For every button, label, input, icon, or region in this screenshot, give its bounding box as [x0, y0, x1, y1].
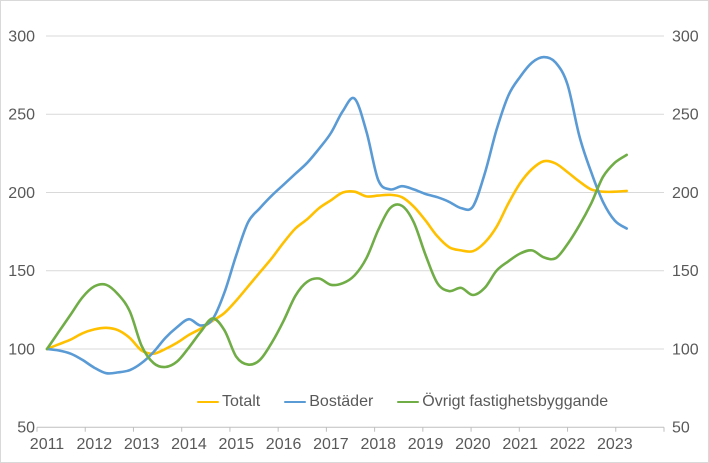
y-axis-label-left: 300	[8, 29, 35, 46]
y-axis-label-right: 250	[672, 107, 699, 124]
legend-item-bostader: Bostäder	[284, 393, 373, 411]
x-axis-label: 2023	[597, 436, 633, 453]
x-axis-label: 2016	[266, 436, 302, 453]
legend-label-totalt: Totalt	[222, 393, 261, 410]
x-axis-label: 2013	[124, 436, 160, 453]
x-axis-label: 2014	[171, 436, 207, 453]
y-axis-label-right: 200	[672, 185, 699, 202]
legend-label-ovrigt: Övrigt fastighetsbyggande	[422, 393, 609, 410]
legend: Totalt Bostäder Övrigt fastighetsbyggand…	[197, 393, 608, 411]
x-axis-label: 2011	[30, 436, 65, 453]
legend-marker-bostader-icon	[284, 400, 307, 404]
x-axis-label: 2022	[550, 436, 586, 453]
legend-label-bostader: Bostäder	[309, 393, 374, 410]
series-line-bostader	[45, 55, 628, 375]
series-line-ovrigt-fastighetsbyggande	[45, 153, 628, 369]
x-axis-label: 2015	[218, 436, 254, 453]
series-line-totalt	[45, 159, 628, 356]
y-axis-label-left: 200	[8, 185, 35, 202]
y-axis-label-left: 150	[8, 263, 35, 280]
x-axis-label: 2012	[77, 436, 113, 453]
legend-marker-totalt-icon	[197, 400, 219, 404]
legend-marker-ovrigt-icon	[397, 400, 420, 404]
x-axis-label: 2020	[455, 436, 491, 453]
legend-item-totalt: Totalt	[197, 393, 260, 411]
y-axis-label-right: 50	[672, 420, 690, 437]
y-axis-label-right: 100	[672, 341, 699, 358]
y-axis-label-right: 300	[672, 29, 699, 46]
x-axis-label: 2021	[502, 436, 538, 453]
y-axis-label-left: 100	[8, 341, 35, 358]
x-axis-label: 2017	[313, 436, 349, 453]
x-axis-label: 2019	[408, 436, 444, 453]
y-axis-label-left: 250	[8, 107, 35, 124]
legend-item-ovrigt: Övrigt fastighetsbyggande	[397, 393, 608, 411]
y-axis-label-right: 150	[672, 263, 699, 280]
x-axis-label: 2018	[360, 436, 396, 453]
y-axis-label-left: 50	[17, 420, 35, 437]
